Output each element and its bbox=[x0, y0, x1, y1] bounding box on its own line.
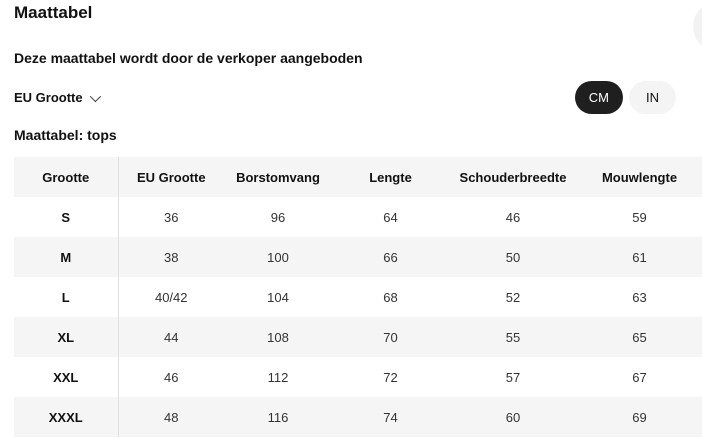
table-row-m: M 38 100 66 50 61 bbox=[14, 237, 702, 277]
controls-row: EU Grootte CM IN bbox=[14, 81, 688, 114]
cell-value: 48 bbox=[118, 397, 224, 437]
cell-value: 64 bbox=[383, 209, 398, 225]
cell-value: 70 bbox=[332, 317, 449, 357]
unit-cm-button[interactable]: CM bbox=[574, 81, 623, 114]
cell-value: 36 bbox=[164, 209, 179, 225]
chevron-down-icon bbox=[89, 90, 101, 102]
cell-value: 74 bbox=[332, 397, 449, 437]
cell-value: 50 bbox=[449, 237, 577, 277]
cell-value: 100 bbox=[224, 237, 332, 277]
column-header-borstomvang: Borstomvang bbox=[224, 157, 332, 197]
seller-disclaimer: Deze maattabel wordt door de verkoper aa… bbox=[14, 50, 363, 66]
column-header-lengte: Lengte bbox=[332, 157, 449, 197]
size-label: M bbox=[14, 237, 119, 277]
column-header-eu-grootte: EU Grootte bbox=[118, 157, 224, 197]
table-row-xl: XL 44 108 70 55 65 bbox=[14, 317, 702, 357]
cell-value: 55 bbox=[449, 317, 577, 357]
cell-value: 63 bbox=[632, 289, 647, 305]
cell-value: 46 bbox=[164, 369, 179, 385]
size-standard-dropdown-label: EU Grootte bbox=[14, 90, 83, 105]
cell-value: 67 bbox=[632, 369, 647, 385]
cell-value: 96 bbox=[270, 209, 286, 225]
cell-value: 72 bbox=[383, 369, 398, 385]
cell-value: 108 bbox=[224, 317, 332, 357]
cell-value: 61 bbox=[577, 237, 702, 277]
unit-in-button[interactable]: IN bbox=[629, 81, 676, 114]
table-title: Maattabel: tops bbox=[14, 127, 117, 143]
cell-value: 44 bbox=[118, 317, 224, 357]
cell-value: 116 bbox=[224, 397, 332, 437]
size-label: XXL bbox=[14, 357, 119, 397]
table-row-s: S 36 96 64 46 59 bbox=[14, 197, 702, 237]
cell-value: 52 bbox=[505, 289, 521, 305]
cell-value: 57 bbox=[505, 369, 521, 385]
table-row-xxl: XXL 46 112 72 57 67 bbox=[14, 357, 702, 397]
cell-value: 69 bbox=[577, 397, 702, 437]
column-header-grootte: Grootte bbox=[14, 157, 119, 197]
column-header-mouwlengte: Mouwlengte bbox=[577, 157, 702, 197]
cell-value: 66 bbox=[332, 237, 449, 277]
cell-value: 60 bbox=[449, 397, 577, 437]
cell-value: 65 bbox=[577, 317, 702, 357]
cell-value: 68 bbox=[383, 289, 398, 305]
table-row-xxxl: XXXL 48 116 74 60 69 bbox=[14, 397, 702, 437]
cell-value: 46 bbox=[505, 209, 521, 225]
size-table: Grootte EU Grootte Borstomvang Lengte Sc… bbox=[14, 157, 702, 437]
column-header-schouderbreedte: Schouderbreedte bbox=[449, 157, 577, 197]
cell-value: 104 bbox=[267, 289, 289, 305]
cell-value: 40/42 bbox=[154, 289, 188, 305]
size-label: XXXL bbox=[14, 397, 119, 437]
cell-value: 38 bbox=[118, 237, 224, 277]
cell-value: 112 bbox=[267, 369, 289, 385]
size-label: XL bbox=[14, 317, 119, 357]
page-title: Maattabel bbox=[14, 3, 93, 22]
size-label: L bbox=[14, 277, 119, 317]
table-row-l: L 40/42 104 68 52 63 bbox=[14, 277, 702, 317]
unit-toggle: CM IN bbox=[574, 81, 676, 114]
size-standard-dropdown[interactable]: EU Grootte bbox=[14, 90, 101, 105]
close-button[interactable] bbox=[693, 2, 702, 51]
size-label: S bbox=[14, 197, 119, 237]
cell-value: 59 bbox=[632, 209, 647, 225]
table-header-row: Grootte EU Grootte Borstomvang Lengte Sc… bbox=[14, 157, 702, 197]
